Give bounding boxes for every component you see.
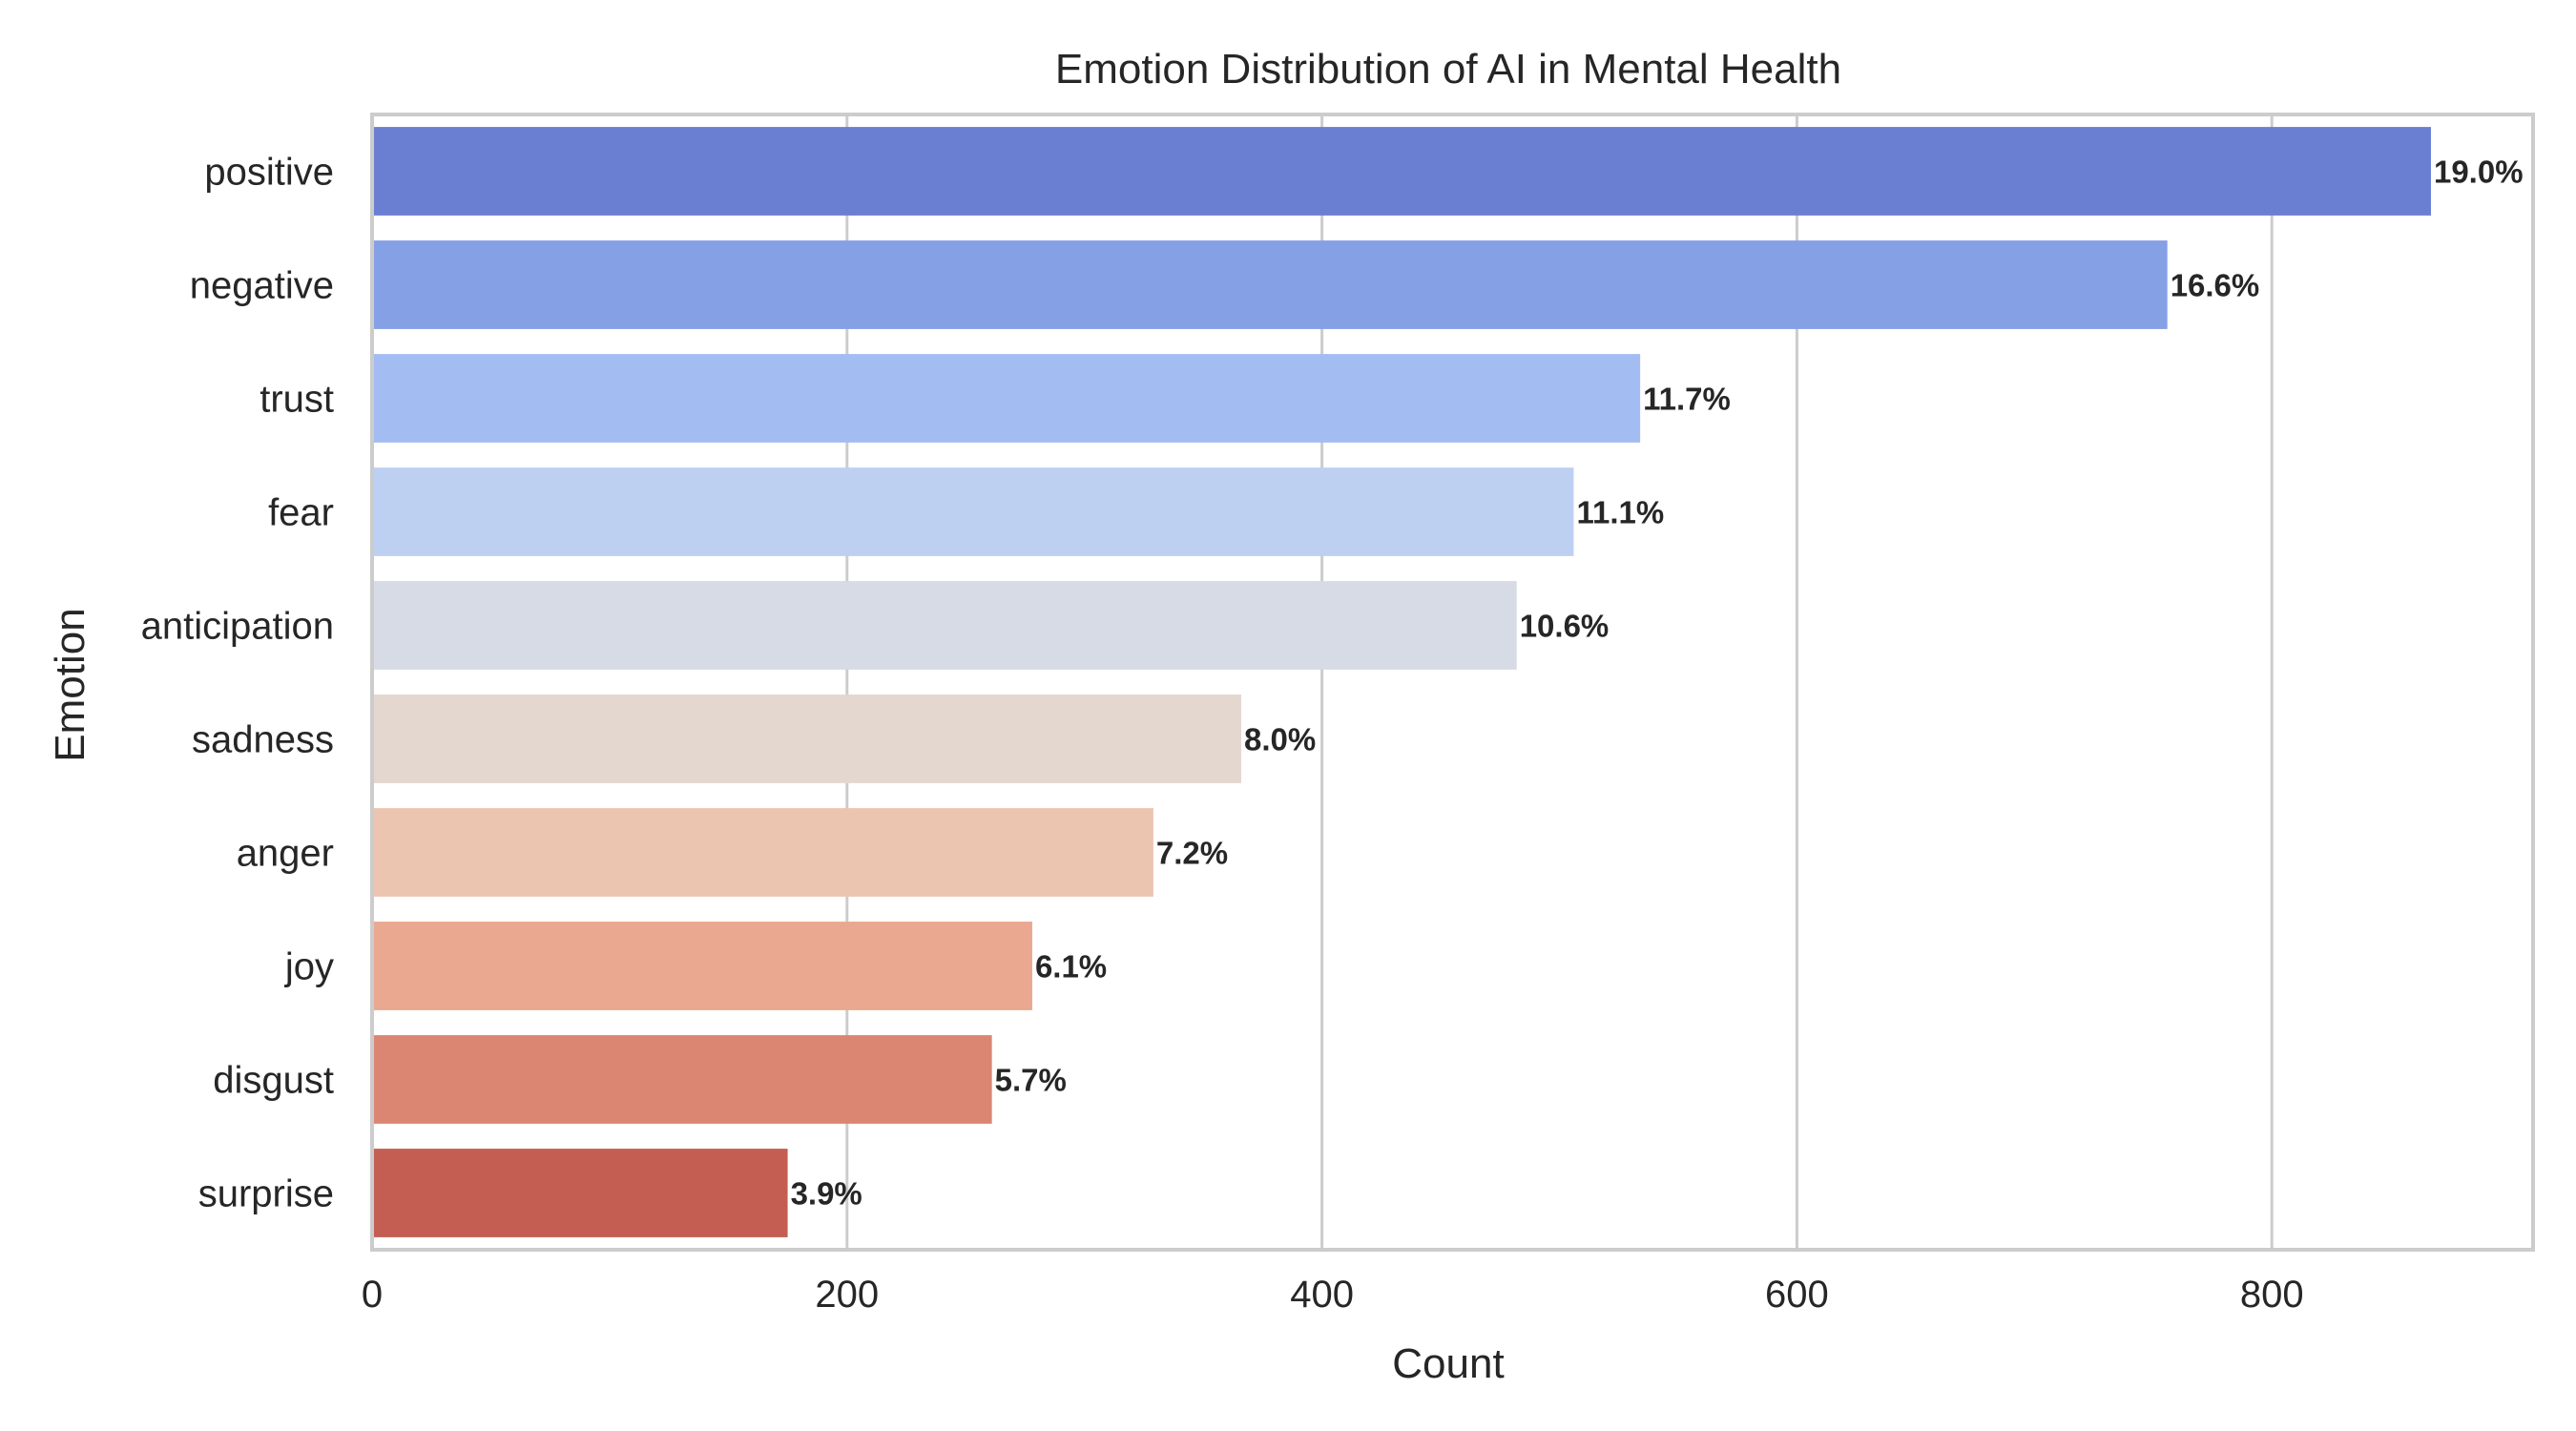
bars <box>372 127 2431 1237</box>
bar <box>372 808 1153 897</box>
plot-frame <box>370 113 2535 1252</box>
bar <box>372 1035 992 1124</box>
bar <box>372 240 2168 329</box>
bar-value-label: 11.7% <box>1643 382 1731 417</box>
x-tick-label: 400 <box>1290 1274 1354 1316</box>
chart-title: Emotion Distribution of AI in Mental Hea… <box>1055 46 1841 93</box>
bar <box>372 922 1032 1010</box>
bar-value-label: 7.2% <box>1156 836 1228 871</box>
x-tick-labels: 0 200 400 600 800 <box>362 1274 2304 1316</box>
x-tick-label: 200 <box>815 1274 879 1316</box>
bar <box>372 695 1241 783</box>
bar <box>372 354 1641 443</box>
x-tick-label: 800 <box>2240 1274 2304 1316</box>
bar-value-label: 10.6% <box>1520 609 1610 644</box>
y-axis-label: Emotion <box>47 608 93 761</box>
category-label: anticipation <box>141 606 334 648</box>
bar-value-label: 8.0% <box>1244 722 1316 757</box>
bar <box>372 467 1574 556</box>
category-label: trust <box>260 379 334 421</box>
bar <box>372 581 1517 670</box>
category-label: fear <box>268 492 334 534</box>
category-label: anger <box>237 833 334 875</box>
x-axis-label: Count <box>1392 1340 1504 1387</box>
category-label: positive <box>204 152 334 194</box>
category-label: negative <box>190 265 334 307</box>
bar <box>372 1149 788 1237</box>
bar-value-label: 11.1% <box>1576 495 1664 530</box>
bar-value-label: 16.6% <box>2171 268 2260 303</box>
bar-value-label: 19.0% <box>2434 155 2524 190</box>
category-labels: positive negative trust fear anticipation sad… <box>141 152 334 1215</box>
bar-value-label: 6.1% <box>1035 949 1107 985</box>
x-tick-label: 600 <box>1765 1274 1829 1316</box>
category-label: joy <box>284 946 334 988</box>
bar-value-label: 3.9% <box>791 1176 862 1212</box>
bar <box>372 127 2431 216</box>
category-label: surprise <box>198 1173 334 1215</box>
category-label: disgust <box>213 1060 334 1102</box>
category-label: sadness <box>192 719 334 761</box>
x-tick-label: 0 <box>362 1274 383 1316</box>
bar-value-label: 5.7% <box>995 1063 1067 1098</box>
bar-value-labels: 19.0% 16.6% 11.7% 11.1% 10.6% 8.0% 7.2% 6.1% 5.7… <box>791 155 2524 1212</box>
